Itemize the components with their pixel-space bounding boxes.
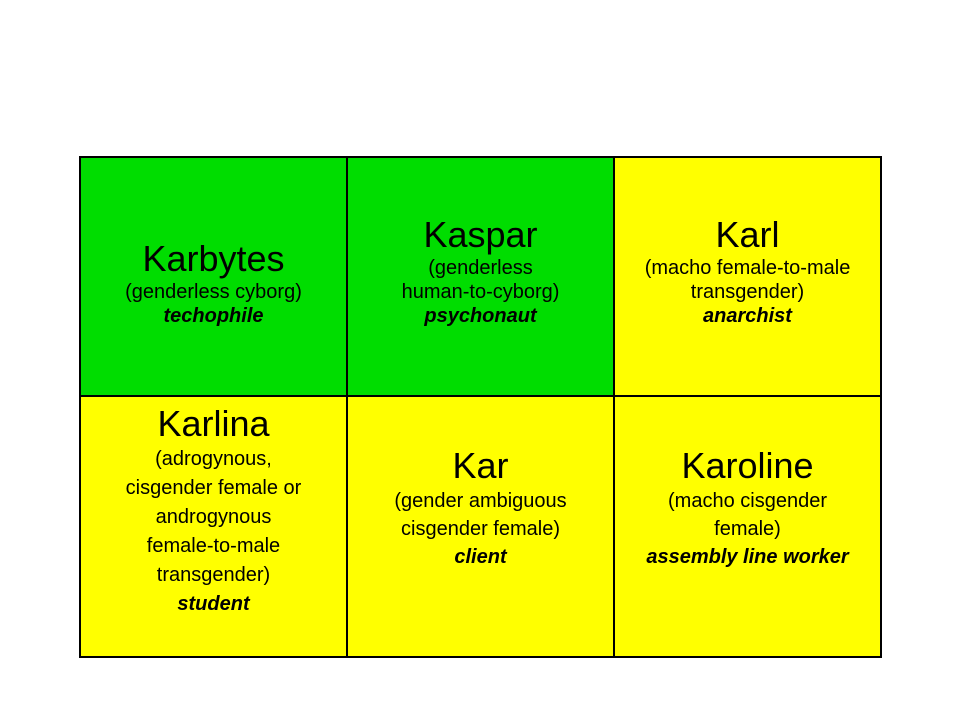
cell-description: (genderless human-to-cyborg) — [401, 257, 560, 303]
cell-role: techophile — [163, 304, 264, 327]
cell-description: (adrogynous, cisgender female or androgy… — [125, 448, 302, 586]
persona-grid: Karbytes (genderless cyborg) techophile … — [79, 156, 882, 658]
cell-name: Karbytes — [142, 237, 285, 279]
cell-role: student — [177, 593, 250, 615]
cell-description: (macho female-to-male transgender) — [644, 257, 851, 303]
cell-description: (genderless cyborg) — [125, 280, 302, 303]
cell-karl: Karl (macho female-to-male transgender) … — [613, 156, 882, 397]
cell-role: psychonaut — [424, 305, 537, 327]
cell-role: assembly line worker — [646, 546, 849, 568]
cell-karlina: Karlina (adrogynous, cisgender female or… — [79, 395, 348, 658]
cell-name: Kar — [452, 445, 509, 486]
cell-name: Karlina — [157, 403, 270, 444]
cell-kar: Kar (gender ambiguous cisgender female) … — [346, 395, 615, 658]
cell-description: (macho cisgender female) — [668, 490, 827, 540]
cell-role: anarchist — [703, 305, 792, 327]
cell-name: Karoline — [681, 445, 814, 486]
cell-karbytes: Karbytes (genderless cyborg) techophile — [79, 156, 348, 397]
cell-kaspar: Kaspar (genderless human-to-cyborg) psyc… — [346, 156, 615, 397]
cell-description: (gender ambiguous cisgender female) — [394, 490, 567, 540]
cell-karoline: Karoline (macho cisgender female) assemb… — [613, 395, 882, 658]
cell-role: client — [454, 546, 507, 568]
cell-name: Kaspar — [423, 214, 538, 255]
cell-name: Karl — [715, 214, 780, 255]
